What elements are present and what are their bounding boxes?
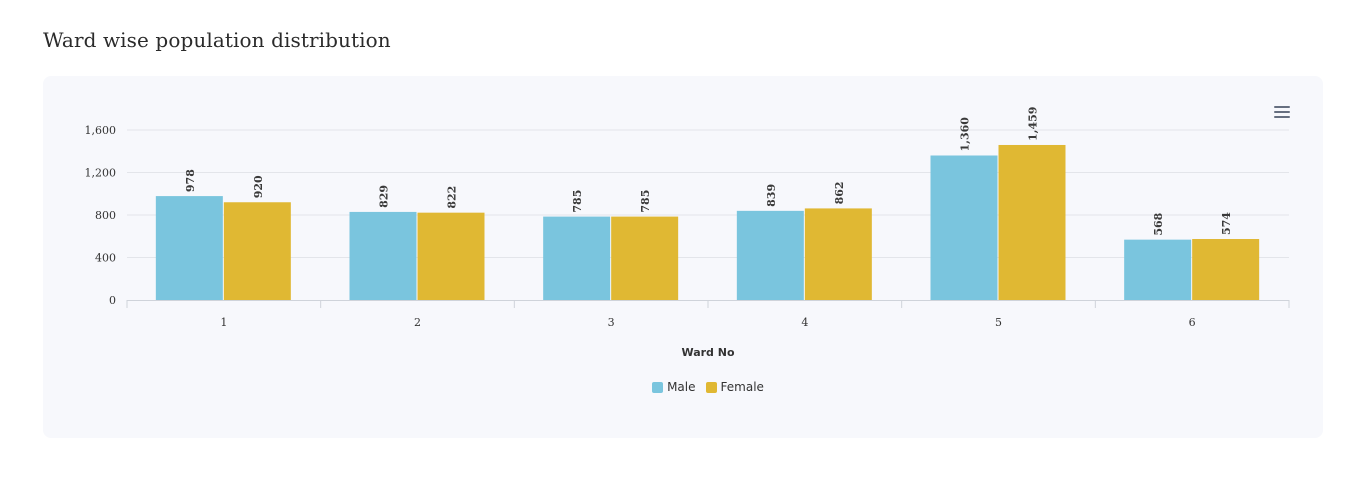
legend-swatch-female	[705, 381, 717, 393]
data-label: 1,459	[1027, 107, 1040, 141]
bar-female-ward-5[interactable]	[998, 144, 1066, 300]
data-label: 1,360	[959, 117, 972, 152]
page-title: Ward wise population distribution	[43, 28, 391, 52]
bar-chart: 0 400 800 1,200 1,600 978 920 1 829 822 2 785 785 3 83…	[85, 107, 1290, 359]
chart-menu-icon[interactable]	[1272, 103, 1292, 121]
bar-male-ward-6[interactable]	[1124, 239, 1192, 300]
bar-male-ward-3[interactable]	[543, 216, 611, 300]
data-label: 829	[378, 185, 391, 208]
data-label: 822	[446, 186, 459, 209]
x-axis-title: Ward No	[681, 346, 734, 359]
data-label: 839	[765, 184, 778, 207]
y-tick-label: 0	[109, 294, 116, 307]
y-tick-label: 400	[95, 252, 116, 265]
y-tick-label: 1,200	[85, 167, 117, 180]
data-label: 978	[184, 169, 197, 192]
bar-female-ward-6[interactable]	[1192, 239, 1260, 300]
x-tick-label: 3	[608, 316, 615, 329]
x-tick-label: 4	[801, 316, 808, 329]
legend-swatch-male	[652, 381, 664, 393]
legend-item-male[interactable]: Male	[652, 380, 696, 394]
x-tick-label: 5	[995, 316, 1002, 329]
legend-label-male: Male	[667, 380, 696, 394]
y-tick-label: 1,600	[85, 124, 117, 137]
x-tick-label: 6	[1189, 316, 1196, 329]
legend-item-female[interactable]: Female	[705, 380, 764, 394]
data-label: 785	[571, 190, 584, 213]
x-tick-label: 1	[220, 316, 227, 329]
bar-female-ward-3[interactable]	[611, 216, 679, 300]
legend-label-female: Female	[720, 380, 764, 394]
data-label: 920	[252, 175, 265, 198]
data-label: 574	[1220, 212, 1233, 235]
bar-female-ward-4[interactable]	[804, 208, 872, 300]
chart-legend: Male Female	[43, 380, 1366, 394]
data-label: 862	[833, 181, 846, 204]
x-tick-label: 2	[414, 316, 421, 329]
bar-female-ward-2[interactable]	[417, 212, 485, 300]
bar-male-ward-4[interactable]	[736, 210, 804, 300]
data-label: 785	[639, 190, 652, 213]
bar-male-ward-5[interactable]	[930, 155, 998, 301]
bar-female-ward-1[interactable]	[223, 202, 291, 300]
bar-male-ward-2[interactable]	[349, 211, 417, 300]
y-tick-label: 800	[95, 209, 116, 222]
chart-card: 0 400 800 1,200 1,600 978 920 1 829 822 2 785 785 3 83…	[43, 76, 1323, 438]
data-label: 568	[1152, 212, 1165, 235]
bar-male-ward-1[interactable]	[155, 196, 223, 300]
